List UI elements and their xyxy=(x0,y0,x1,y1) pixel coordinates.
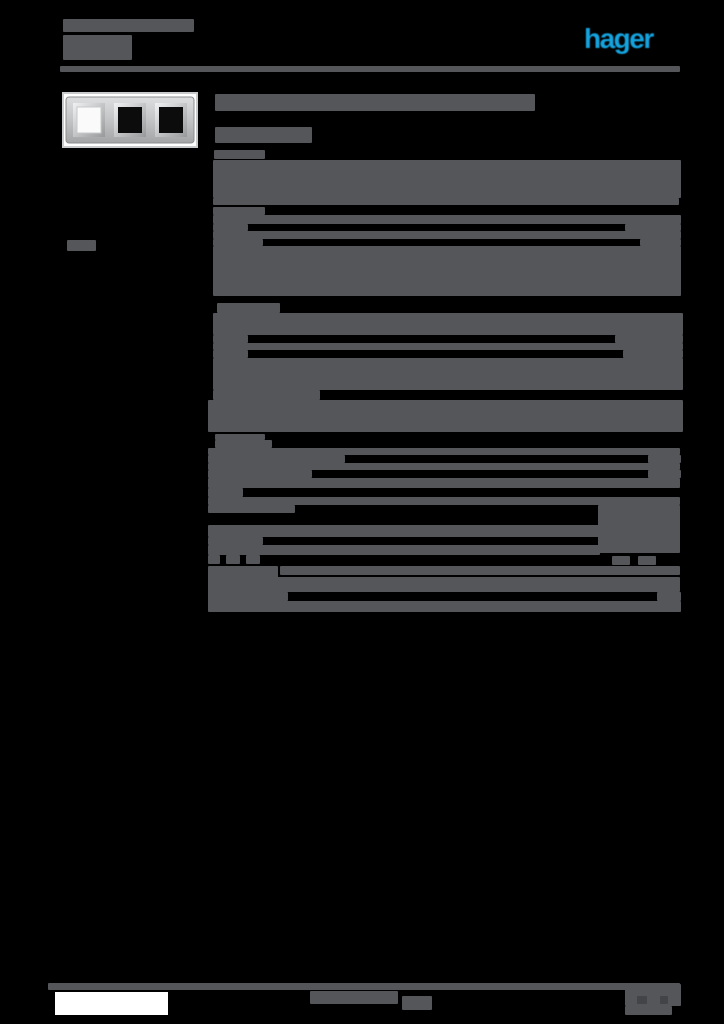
redacted-sec4-row1 xyxy=(208,448,680,455)
redacted-subtitle-badge xyxy=(215,127,312,143)
redacted-header-rule xyxy=(60,66,680,72)
redacted-sec5-stub-l2 xyxy=(208,537,263,545)
redacted-sec2-label xyxy=(213,207,265,215)
redacted-footer-center-text xyxy=(310,991,398,1004)
redacted-sec3-row1 xyxy=(213,343,683,350)
redacted-sec3-stub-l2 xyxy=(213,350,248,358)
redacted-sec1-paragraph xyxy=(213,160,681,198)
redacted-sec2-stub-r1 xyxy=(625,224,681,231)
redacted-sec3-mass3 xyxy=(208,400,683,432)
redacted-sec6-row1 xyxy=(280,566,680,575)
redacted-sec4-row3 xyxy=(208,478,680,488)
redacted-footer-dot1 xyxy=(637,996,647,1004)
redacted-sec3-stub-l1 xyxy=(213,335,248,343)
redacted-sec3-mass1 xyxy=(213,313,683,335)
redacted-title-bar xyxy=(215,94,535,111)
redacted-sec5-price-box xyxy=(598,505,680,553)
redacted-sec4-label xyxy=(215,434,265,440)
redacted-sec5-stub-l1 xyxy=(208,505,295,513)
redacted-sec4-stub-r1 xyxy=(648,455,681,463)
redacted-sec6-row2 xyxy=(208,601,681,612)
redacted-sec3-mass2 xyxy=(213,358,683,390)
redacted-footer-rule xyxy=(48,983,680,990)
redacted-sec4-stub-l1 xyxy=(208,455,345,463)
redacted-sec5-row1 xyxy=(208,525,600,537)
redacted-sec2-stub-l2 xyxy=(213,239,263,246)
redacted-footer-page-box2 xyxy=(625,1006,672,1015)
redacted-sec5-dash3 xyxy=(246,555,260,564)
redacted-header-line-1 xyxy=(63,19,194,32)
product-photo-3gang-frame xyxy=(62,92,198,148)
redacted-sec3-stub-l3 xyxy=(213,390,320,400)
redacted-sec6-stub-r xyxy=(657,592,681,601)
redacted-sec6-mass xyxy=(208,577,680,592)
redacted-footer-page-box xyxy=(625,984,681,1006)
redacted-footer-dot2 xyxy=(660,996,668,1004)
redacted-sec4-stub-l2 xyxy=(208,470,312,478)
redacted-sec2-mass xyxy=(213,246,681,296)
footer-address-box xyxy=(55,992,168,1015)
redacted-sec4-label2 xyxy=(215,440,272,448)
frame-illustration-icon xyxy=(65,96,195,144)
redacted-sec3-label xyxy=(217,303,280,313)
redacted-sec5-dash5 xyxy=(638,556,656,565)
redacted-sec4-stub-l3 xyxy=(208,488,243,497)
redacted-footer-center-text2 xyxy=(402,996,432,1010)
redacted-sec2-stub-l1 xyxy=(213,224,248,231)
redacted-sec5-dash4 xyxy=(612,556,630,565)
redacted-sec2-stub-r2 xyxy=(640,239,681,246)
redacted-sec1-lastline xyxy=(213,198,679,205)
redacted-sec2-row2 xyxy=(213,231,681,239)
redacted-sec4-row4 xyxy=(208,497,680,505)
redacted-margin-new-flag xyxy=(67,240,96,251)
redacted-sec5-dash2 xyxy=(226,555,240,564)
redacted-sec3-stub-r2 xyxy=(623,350,683,358)
redacted-sec2-row1 xyxy=(213,215,681,224)
redacted-sec4-row2 xyxy=(208,463,680,470)
redacted-sec6-stub-l xyxy=(208,592,288,601)
hager-logo: hager xyxy=(584,23,654,54)
redacted-sec5-row2 xyxy=(208,545,600,555)
redacted-sec4-stub-r2 xyxy=(648,470,681,478)
redacted-sec3-stub-r1 xyxy=(615,335,683,343)
redacted-header-line-block xyxy=(63,35,132,60)
redacted-sec5-dash1 xyxy=(208,555,220,564)
redacted-sec1-label xyxy=(214,150,265,159)
